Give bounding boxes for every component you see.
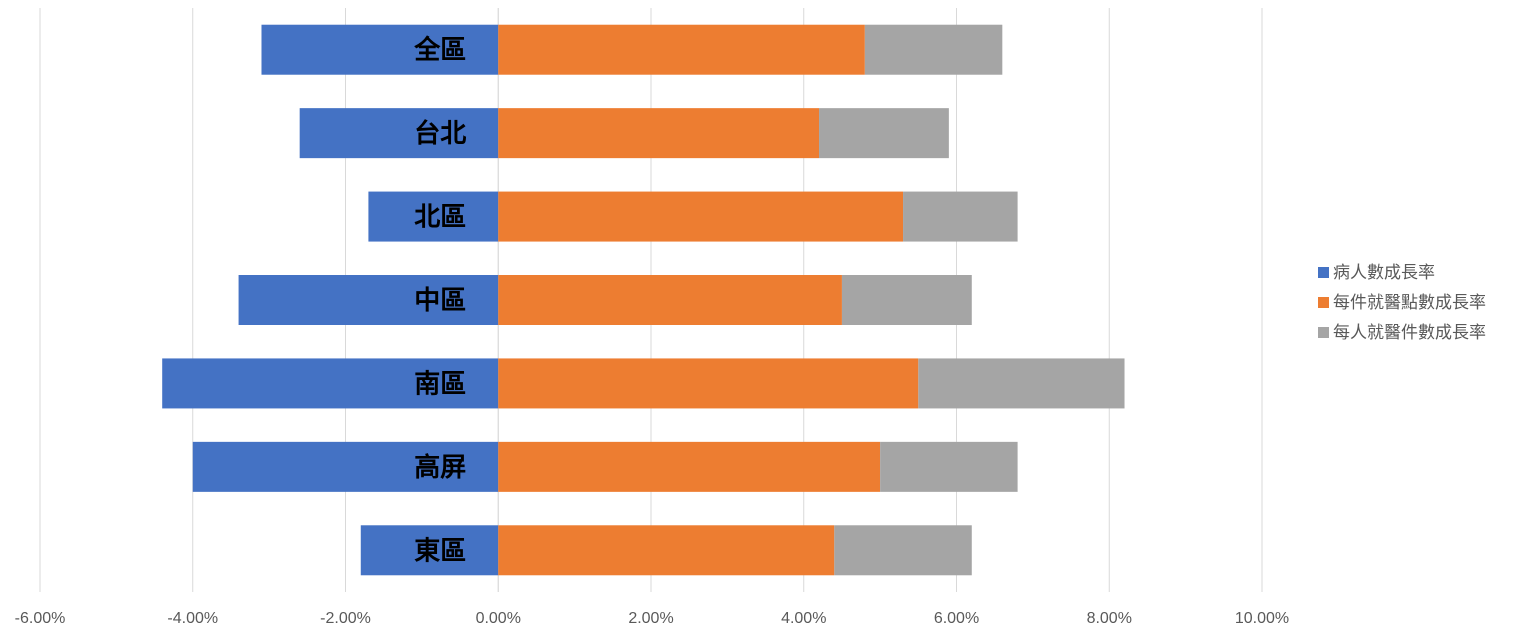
bar-patient: [261, 24, 499, 75]
x-tick-label: -4.00%: [167, 610, 218, 627]
category-label: 南區: [414, 369, 466, 399]
category-label: 北區: [414, 203, 466, 233]
bar-points: [498, 441, 881, 492]
bar-points: [498, 525, 835, 576]
legend-swatch: [1318, 267, 1329, 278]
category-label: 高屏: [414, 452, 466, 483]
bar-points: [498, 108, 820, 159]
x-tick-label: 6.00%: [934, 610, 979, 627]
x-tick-label: -2.00%: [320, 610, 371, 627]
bar-patient: [368, 191, 499, 242]
bars: [162, 24, 1125, 576]
x-tick-label: -6.00%: [15, 610, 66, 627]
bar-patient: [192, 441, 499, 492]
legend-label: 病人數成長率: [1333, 263, 1435, 283]
bar-visits: [918, 358, 1125, 409]
bar-patient: [360, 525, 499, 576]
bar-visits: [880, 441, 1018, 492]
legend-swatch: [1318, 327, 1329, 338]
bar-points: [498, 24, 865, 75]
category-label: 全區: [413, 35, 466, 66]
category-label: 東區: [414, 536, 466, 566]
bar-visits: [864, 24, 1003, 75]
bar-visits: [819, 108, 949, 159]
bar-visits: [834, 525, 972, 576]
x-tick-label: 2.00%: [628, 610, 673, 627]
bar-points: [498, 275, 842, 325]
bar-visits: [903, 191, 1018, 242]
legend-label: 每件就醫點數成長率: [1333, 293, 1486, 313]
bar-visits: [841, 275, 972, 325]
category-label: 中區: [414, 286, 466, 316]
bar-points: [498, 191, 904, 242]
bar-points: [498, 358, 919, 409]
x-tick-label: 8.00%: [1087, 610, 1132, 627]
x-tick-label: 0.00%: [476, 610, 521, 627]
x-tick-label: 10.00%: [1235, 610, 1289, 627]
bar-patient: [162, 358, 499, 409]
legend-swatch: [1318, 297, 1329, 308]
x-tick-label: 4.00%: [781, 610, 826, 627]
category-label: 台北: [414, 118, 466, 149]
bar-patient: [299, 108, 499, 159]
bar-patient: [238, 275, 499, 325]
legend-label: 每人就醫件數成長率: [1333, 323, 1486, 343]
x-axis-ticks: -6.00% -4.00% -2.00% 0.00% 2.00% 4.00% 6.00% 8.…: [15, 610, 1289, 627]
